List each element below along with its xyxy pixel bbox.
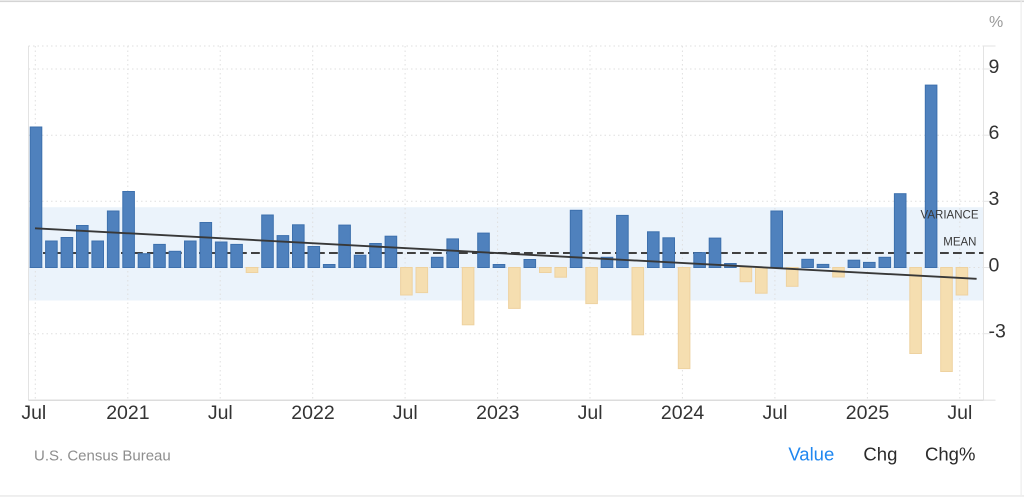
svg-text:Value: Value (788, 444, 834, 465)
svg-text:VARIANCE: VARIANCE (921, 210, 979, 222)
svg-text:6: 6 (989, 122, 1000, 144)
svg-text:Jul: Jul (763, 402, 788, 424)
svg-text:2024: 2024 (661, 402, 705, 424)
svg-text:Chg: Chg (863, 444, 897, 465)
svg-text:Jul: Jul (578, 402, 603, 424)
svg-text:-3: -3 (989, 321, 1006, 343)
svg-text:2023: 2023 (476, 402, 519, 424)
svg-text:2021: 2021 (106, 402, 149, 424)
svg-text:Chg%: Chg% (925, 444, 975, 465)
svg-text:2022: 2022 (291, 402, 334, 424)
svg-text:Jul: Jul (21, 402, 46, 424)
svg-text:U.S. Census Bureau: U.S. Census Bureau (34, 448, 171, 465)
svg-text:Jul: Jul (208, 402, 233, 424)
svg-text:2025: 2025 (846, 402, 890, 424)
svg-text:0: 0 (989, 254, 1000, 276)
svg-text:3: 3 (989, 188, 1000, 210)
svg-text:9: 9 (989, 56, 1000, 78)
svg-text:MEAN: MEAN (943, 237, 976, 249)
svg-text:Jul: Jul (393, 402, 418, 424)
svg-text:%: % (989, 14, 1003, 31)
svg-text:Jul: Jul (947, 402, 972, 424)
